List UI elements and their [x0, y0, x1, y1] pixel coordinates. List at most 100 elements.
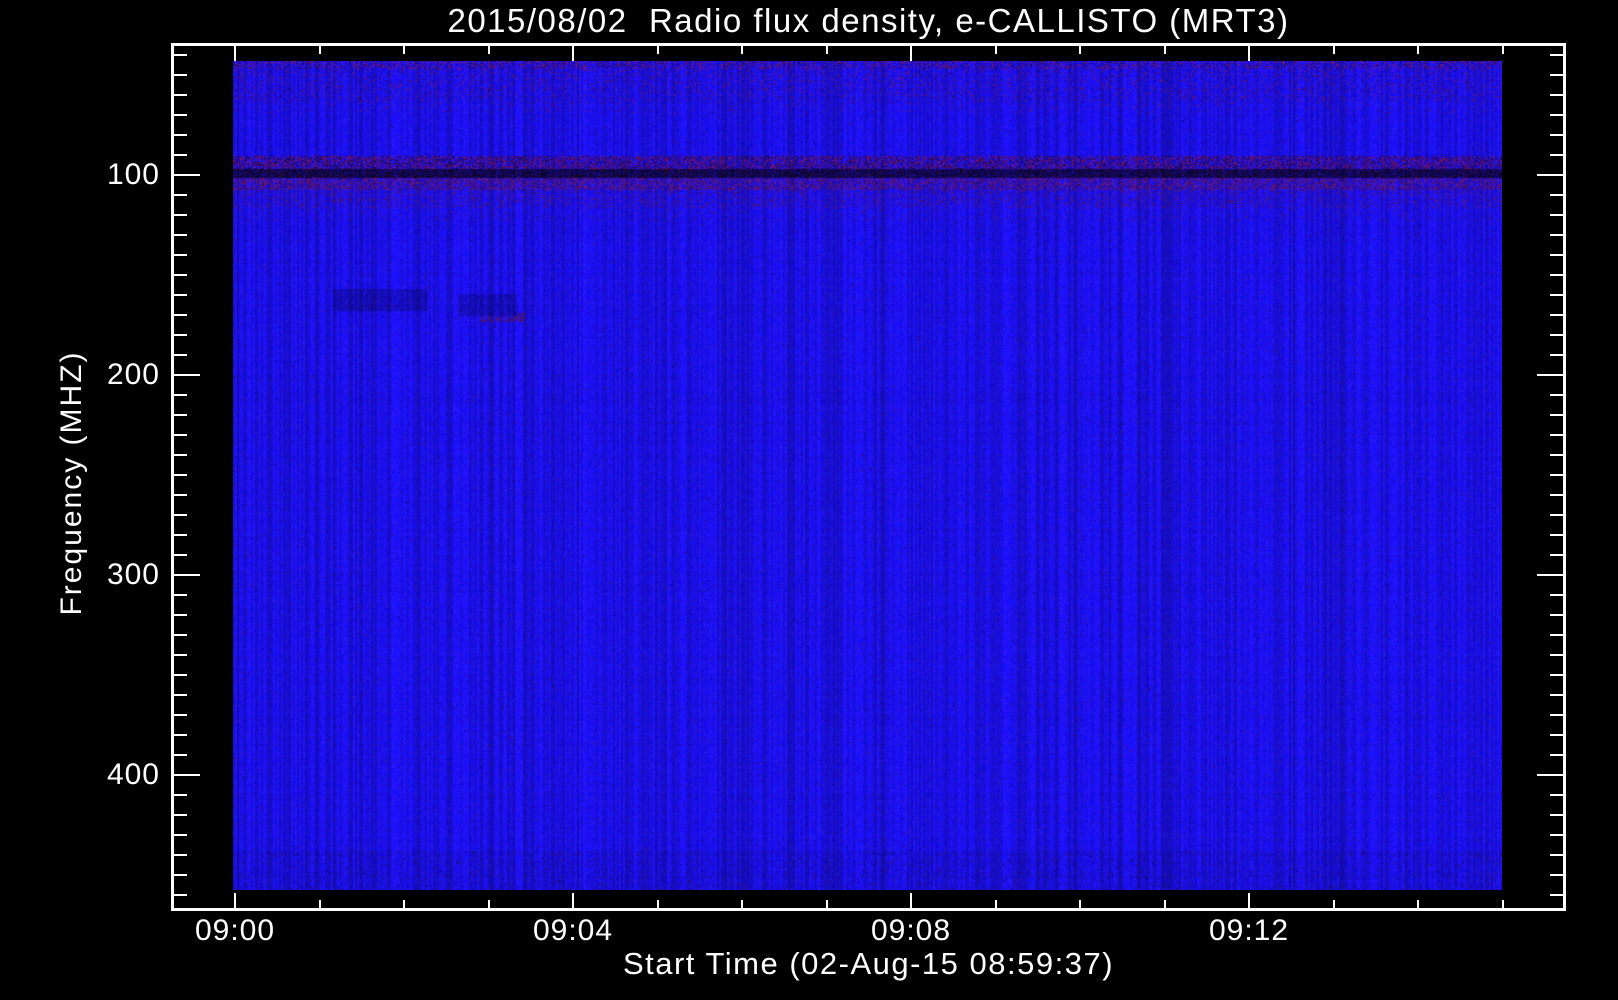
y-axis-minor-tick	[174, 54, 187, 56]
x-axis-minor-tick	[656, 46, 659, 54]
y-axis-minor-tick	[1550, 874, 1563, 876]
y-axis-major-tick	[174, 774, 200, 776]
y-axis-minor-tick	[174, 634, 187, 636]
y-axis-minor-tick	[1550, 414, 1563, 416]
x-axis-tick-label: 09:12	[1208, 914, 1290, 947]
x-axis-minor-tick	[403, 46, 405, 54]
y-axis-tick-label: 100	[106, 158, 160, 191]
y-axis-minor-tick	[1550, 854, 1563, 856]
x-axis-minor-tick	[1079, 900, 1081, 908]
y-axis-minor-tick	[1550, 594, 1563, 596]
y-axis-minor-tick	[1550, 714, 1563, 716]
y-axis-minor-tick	[174, 894, 187, 896]
y-axis-major-tick	[1537, 174, 1563, 176]
y-axis-minor-tick	[174, 294, 187, 296]
y-axis-major-tick	[174, 174, 200, 176]
y-axis-minor-tick	[174, 254, 187, 256]
y-axis-minor-tick	[174, 194, 187, 196]
x-axis-major-tick	[234, 46, 236, 61]
x-axis-minor-tick	[403, 900, 405, 908]
y-axis-minor-tick	[174, 214, 187, 216]
x-axis-minor-tick	[1501, 46, 1504, 54]
y-axis-major-tick	[174, 574, 200, 576]
y-axis-minor-tick	[174, 814, 187, 816]
y-axis-minor-tick	[174, 654, 187, 656]
x-axis-minor-tick	[656, 900, 659, 908]
y-axis-minor-tick	[174, 394, 187, 396]
y-axis-minor-tick	[174, 794, 187, 796]
y-axis-minor-tick	[174, 274, 187, 276]
y-axis-minor-tick	[174, 534, 187, 536]
x-axis-major-tick	[572, 46, 574, 61]
y-axis-minor-tick	[174, 674, 187, 676]
y-axis-minor-tick	[1550, 674, 1563, 676]
x-axis-major-tick	[1248, 893, 1250, 908]
y-axis-minor-tick	[174, 554, 187, 556]
y-axis-minor-tick	[174, 834, 187, 836]
y-axis-minor-tick	[1550, 734, 1563, 736]
y-axis-minor-tick	[1550, 514, 1563, 516]
x-axis-minor-tick	[487, 900, 490, 908]
y-axis-minor-tick	[1550, 134, 1563, 136]
y-axis-tick-label: 300	[106, 558, 160, 591]
y-axis-minor-tick	[174, 714, 187, 716]
y-axis-minor-tick	[174, 694, 187, 696]
y-axis-minor-tick	[1550, 754, 1563, 756]
x-axis-minor-tick	[1163, 46, 1166, 54]
y-axis-tick-label: 200	[106, 358, 160, 391]
y-axis-minor-tick	[174, 234, 187, 236]
y-axis-minor-tick	[174, 614, 187, 616]
y-axis-minor-tick	[1550, 554, 1563, 556]
y-axis-minor-tick	[1550, 634, 1563, 636]
y-axis-minor-tick	[1550, 294, 1563, 296]
y-axis-minor-tick	[174, 94, 187, 96]
x-axis-tick-label: 09:08	[870, 914, 952, 947]
x-axis-minor-tick	[318, 900, 321, 908]
x-axis-minor-tick	[318, 46, 321, 54]
x-axis-label: Start Time (02-Aug-15 08:59:37)	[622, 946, 1115, 981]
y-axis-minor-tick	[174, 494, 187, 496]
y-axis-minor-tick	[1550, 234, 1563, 236]
y-axis-minor-tick	[174, 134, 187, 136]
y-axis-minor-tick	[174, 514, 187, 516]
x-axis-minor-tick	[1501, 900, 1504, 908]
chart-title: 2015/08/02 Radio flux density, e-CALLIST…	[447, 2, 1290, 39]
x-axis-minor-tick	[994, 900, 997, 908]
x-axis-minor-tick	[1163, 900, 1166, 908]
y-axis-minor-tick	[174, 594, 187, 596]
x-axis-minor-tick	[1332, 46, 1335, 54]
y-axis-minor-tick	[174, 74, 187, 76]
y-axis-minor-tick	[1550, 614, 1563, 616]
y-axis-minor-tick	[174, 454, 187, 456]
y-axis-major-tick	[1537, 774, 1563, 776]
y-axis-minor-tick	[1550, 474, 1563, 476]
x-axis-minor-tick	[741, 46, 743, 54]
y-axis-major-tick	[174, 374, 200, 376]
y-axis-minor-tick	[1550, 394, 1563, 396]
x-axis-major-tick	[572, 893, 574, 908]
y-axis-minor-tick	[174, 334, 187, 336]
y-axis-minor-tick	[1550, 254, 1563, 256]
y-axis-minor-tick	[174, 854, 187, 856]
y-axis-tick-label: 400	[106, 758, 160, 791]
y-axis-minor-tick	[1550, 834, 1563, 836]
x-axis-tick-label: 09:00	[194, 914, 276, 947]
y-axis-minor-tick	[174, 754, 187, 756]
x-axis-minor-tick	[1417, 46, 1419, 54]
y-axis-minor-tick	[1550, 814, 1563, 816]
y-axis-major-tick	[1537, 574, 1563, 576]
x-axis-major-tick	[910, 46, 912, 61]
y-axis-minor-tick	[1550, 354, 1563, 356]
y-axis-minor-tick	[1550, 154, 1563, 156]
y-axis-minor-tick	[1550, 94, 1563, 96]
x-axis-minor-tick	[825, 46, 828, 54]
y-axis-minor-tick	[1550, 894, 1563, 896]
y-axis-major-tick	[1537, 374, 1563, 376]
x-axis-major-tick	[234, 893, 236, 908]
x-axis-minor-tick	[994, 46, 997, 54]
y-axis-minor-tick	[1550, 794, 1563, 796]
y-axis-minor-tick	[1550, 694, 1563, 696]
x-axis-minor-tick	[825, 900, 828, 908]
y-axis-minor-tick	[1550, 454, 1563, 456]
